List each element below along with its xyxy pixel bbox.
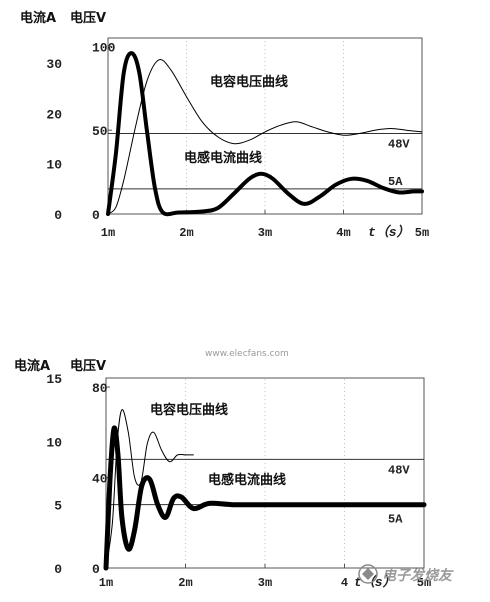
x-tick-label: 3m	[258, 226, 272, 240]
chart-bottom-series	[103, 409, 427, 571]
chart-top-current-ticks: 0 10 20 30	[46, 57, 62, 223]
logo-icon-mark	[362, 568, 374, 580]
y-voltage-tick-label: 40	[92, 472, 108, 487]
chart-top-voltage-ticks: 0 50 100	[92, 40, 116, 223]
chart-bottom-current-curve-label: 电感电流曲线	[208, 472, 286, 488]
x-tick-label: 5m	[417, 576, 431, 590]
y-current-tick-label: 20	[46, 107, 62, 122]
reference-label-5A: 5A	[388, 175, 403, 189]
chart-bottom-ylabel-current: 电流A	[14, 358, 50, 374]
x-tick-label: 4m	[336, 226, 350, 240]
inductor-current-curve	[106, 51, 424, 217]
x-tick-label: 1m	[101, 226, 115, 240]
y-current-tick-label: 5	[54, 499, 62, 514]
logo-icon	[358, 564, 378, 584]
x-tick-label: 2m	[178, 576, 192, 590]
chart-bottom-xlabel: t（s）	[354, 574, 396, 590]
y-current-tick-label: 0	[54, 208, 62, 223]
chart-top-reference-lines: 48V 5A	[108, 133, 422, 190]
x-tick-label: 3m	[258, 576, 272, 590]
chart-bottom: 电流A 电压V 1m 2m 3m 4 5m 0 5 10 15 0 40 80 48V 5A t（s…	[14, 358, 431, 590]
y-voltage-tick-label: 100	[92, 40, 116, 55]
x-tick-label: 1m	[99, 576, 113, 590]
logo-text: 电子发烧友	[382, 567, 454, 584]
y-current-tick-label: 0	[54, 562, 62, 577]
inductor-current-curve	[103, 425, 427, 571]
y-voltage-tick-label: 80	[92, 381, 108, 396]
x-tick-label: 5m	[415, 226, 429, 240]
reference-label-48V: 48V	[388, 138, 410, 152]
reference-label-5A: 5A	[388, 513, 403, 527]
y-current-tick-label: 10	[46, 158, 62, 173]
y-current-tick-label: 10	[46, 435, 62, 450]
x-tick-label: 4	[341, 576, 348, 590]
y-voltage-tick-label: 0	[92, 562, 100, 577]
y-voltage-tick-label: 0	[92, 208, 100, 223]
y-current-tick-label: 15	[46, 372, 62, 387]
chart-top-ylabel-current: 电流A	[20, 10, 56, 26]
chart-bottom-voltage-curve-label: 电容电压曲线	[150, 402, 228, 418]
logo: 电子发烧友	[358, 564, 454, 584]
y-current-tick-label: 30	[46, 57, 62, 72]
chart-top-ylabel-voltage: 电压V	[70, 10, 106, 26]
x-tick-label: 2m	[179, 226, 193, 240]
chart-top-current-curve-label: 电感电流曲线	[184, 150, 262, 166]
chart-bottom-current-ticks: 0 5 10 15	[46, 372, 62, 577]
watermark-text: www.elecfans.com	[205, 349, 289, 359]
chart-bottom-x-ticks: 1m 2m 3m 4 5m	[99, 564, 431, 590]
chart-top-series	[106, 51, 424, 217]
chart-top-grid	[186, 38, 344, 214]
chart-top-xlabel: t（s）	[368, 224, 410, 240]
chart-bottom-voltage-ticks: 0 40 80	[92, 381, 110, 577]
chart-bottom-ylabel-voltage: 电压V	[70, 358, 106, 374]
reference-label-48V: 48V	[388, 463, 410, 477]
chart-top-voltage-curve-label: 电容电压曲线	[210, 74, 288, 90]
y-voltage-tick-label: 50	[92, 124, 108, 139]
